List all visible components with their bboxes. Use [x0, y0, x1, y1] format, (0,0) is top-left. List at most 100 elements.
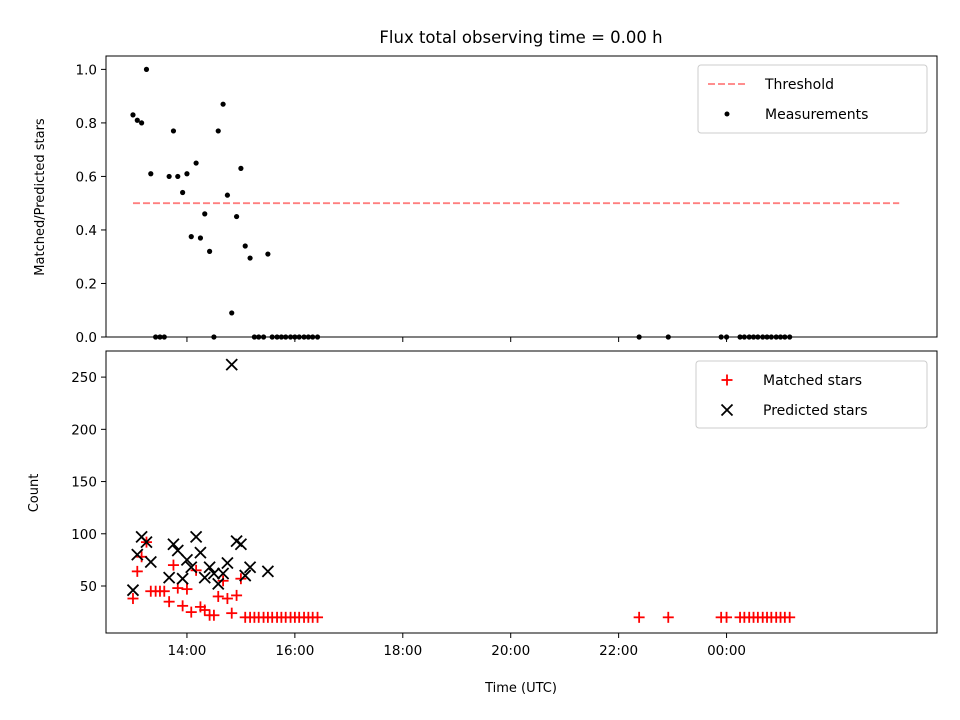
- top-panel: 0.0 0.2 0.4 0.6 0.8 1.0 Matched/Predicted sta…: [33, 55, 938, 346]
- matched-star-point: [221, 593, 233, 605]
- predicted-star-point: [225, 358, 238, 371]
- legend-matched-marker: [721, 374, 733, 386]
- top-y-tick-label: 0.0: [76, 330, 97, 346]
- legend-matched-label: Matched stars: [763, 373, 862, 389]
- matched-star-point: [217, 575, 229, 587]
- matched-star-point: [177, 600, 189, 612]
- measurement-point: [193, 160, 199, 166]
- bottom-y-tick-label: 200: [71, 422, 97, 438]
- measurement-point: [247, 255, 253, 261]
- measurement-point: [166, 173, 172, 180]
- predicted-star-point: [221, 556, 234, 570]
- predicted-star-point: [243, 561, 257, 574]
- bottom-x-tick-label: 14:00: [167, 643, 206, 659]
- measurement-point: [180, 189, 186, 196]
- bottom-y-tick-label: 150: [71, 475, 97, 491]
- measurement-point: [265, 251, 271, 257]
- predicted-star-point: [162, 571, 176, 584]
- bottom-legend: Matched stars Predicted stars: [695, 360, 928, 429]
- measurement-point: [197, 235, 204, 241]
- measurement-point: [139, 120, 145, 126]
- measurement-point: [224, 192, 231, 198]
- matched-star-point: [226, 607, 238, 619]
- bottom-x-axis-label: Time (UTC): [484, 681, 557, 696]
- bottom-y-axis-label: Count: [27, 474, 42, 513]
- predicted-star-point: [212, 577, 225, 591]
- matched-star-point: [312, 611, 324, 623]
- bottom-y-axis: 50 100 150 200 250: [71, 370, 106, 595]
- measurement-point: [184, 171, 190, 177]
- predicted-star-point: [180, 553, 194, 567]
- legend-predicted-swatch: [720, 403, 734, 417]
- measurement-point: [207, 248, 213, 254]
- bottom-y-tick-label: 250: [71, 370, 97, 386]
- matched-star-point: [199, 604, 211, 616]
- bottom-x-tick-label: 16:00: [275, 643, 314, 659]
- matched-star-point: [208, 609, 220, 621]
- bottom-panel: 50 100 150 200 250 14:00 16:00 18:00 20:00 22:00…: [27, 350, 938, 696]
- top-y-tick-label: 1.0: [76, 62, 97, 78]
- measurement-point: [242, 243, 248, 249]
- matched-star-point: [163, 596, 175, 608]
- predicted-star-point: [167, 538, 180, 551]
- predicted-star-point: [203, 561, 216, 574]
- legend-matched-swatch: [721, 374, 733, 386]
- bottom-y-tick-label: 50: [80, 579, 97, 595]
- bottom-plot-area: [126, 358, 796, 623]
- predicted-star-point: [140, 535, 153, 549]
- bottom-x-tick-label: 00:00: [707, 643, 746, 659]
- matched-star-point: [190, 564, 202, 576]
- predicted-star-point: [234, 538, 248, 551]
- top-y-axis-label: Matched/Predicted stars: [33, 118, 48, 276]
- measurement-point: [130, 112, 136, 118]
- matched-star-point: [167, 559, 179, 571]
- top-y-axis: 0.0 0.2 0.4 0.6 0.8 1.0: [76, 62, 106, 346]
- matched-star-point: [784, 611, 796, 623]
- top-y-tick-label: 0.2: [76, 276, 97, 292]
- measurement-point: [148, 171, 154, 177]
- bottom-x-tick-label: 18:00: [383, 643, 422, 659]
- legend-measurements-label: Measurements: [765, 107, 868, 123]
- top-y-tick-label: 0.6: [76, 169, 97, 185]
- measurement-point: [229, 310, 235, 316]
- top-y-tick-label: 0.8: [76, 116, 97, 132]
- predicted-star-point: [171, 544, 184, 557]
- predicted-star-point: [207, 567, 221, 580]
- bottom-x-tick-label: 22:00: [599, 643, 638, 659]
- predicted-star-point: [198, 571, 211, 584]
- measurement-point: [175, 173, 181, 180]
- top-plot-area: [130, 66, 900, 340]
- bottom-legend-box: [695, 360, 928, 429]
- legend-measurements-swatch: [724, 111, 730, 117]
- matched-star-point: [231, 589, 243, 601]
- measurement-point: [188, 234, 194, 240]
- matched-star-point: [633, 611, 645, 623]
- matched-star-point: [158, 585, 170, 597]
- predicted-star-point: [194, 546, 207, 559]
- chart-title: Flux total observing time = 0.00 h: [379, 28, 662, 47]
- legend-threshold-label: Threshold: [764, 77, 834, 93]
- measurement-point: [143, 66, 150, 72]
- matched-star-point: [185, 606, 197, 618]
- predicted-star-point: [126, 584, 140, 597]
- legend-predicted-marker: [720, 403, 734, 417]
- predicted-star-point: [185, 561, 198, 574]
- matched-star-point: [212, 590, 224, 602]
- measurement-point: [202, 211, 208, 217]
- top-y-tick-label: 0.4: [76, 223, 97, 239]
- predicted-star-point: [261, 565, 275, 578]
- measurement-point: [134, 117, 140, 123]
- bottom-x-tick-label: 20:00: [491, 643, 530, 659]
- legend-predicted-label: Predicted stars: [763, 403, 868, 419]
- matched-star-point: [721, 611, 733, 623]
- predicted-star-point: [189, 530, 203, 544]
- measurement-point: [170, 128, 177, 134]
- matched-star-point: [662, 611, 674, 623]
- measurement-point: [215, 128, 221, 134]
- matched-star-point: [181, 583, 193, 595]
- bottom-x-axis: 14:00 16:00 18:00 20:00 22:00 00:00: [167, 633, 746, 659]
- predicted-star-point: [176, 572, 189, 585]
- top-legend: Threshold Measurements: [697, 64, 928, 134]
- bottom-y-tick-label: 100: [71, 527, 97, 543]
- bottom-axes-frame: [105, 350, 938, 634]
